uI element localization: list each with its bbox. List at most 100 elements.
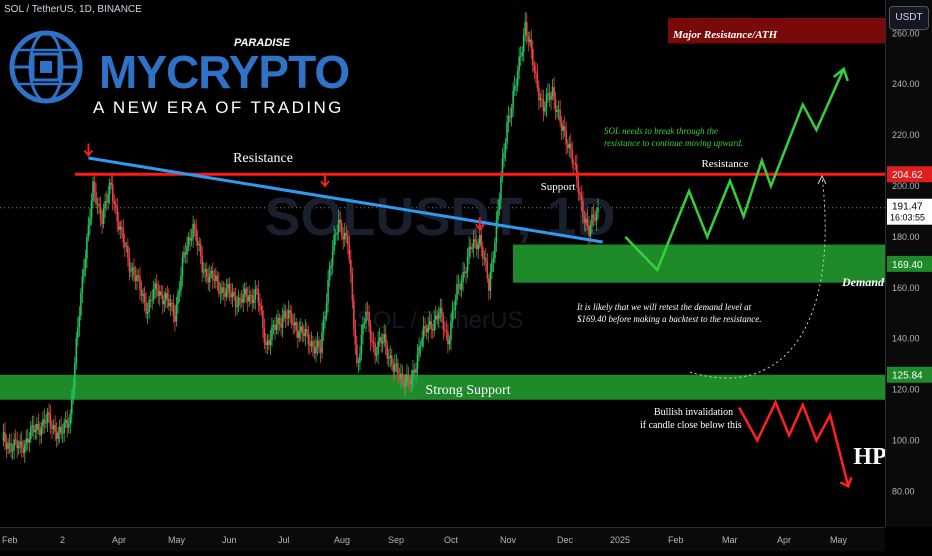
candle-body — [240, 299, 243, 303]
support-trendline — [88, 156, 603, 244]
candle-body — [516, 70, 519, 86]
candle — [274, 316, 276, 340]
candle — [348, 235, 351, 264]
candle-body — [409, 379, 411, 385]
candle — [492, 250, 495, 273]
candle-body — [562, 126, 564, 131]
candle-body — [345, 232, 348, 236]
candle — [124, 233, 126, 258]
candle — [351, 267, 354, 309]
candle-body — [371, 340, 373, 343]
symbol-title[interactable]: SOL / TetherUS, 1D, BINANCE — [4, 4, 142, 15]
price-tick-label: 220.00 — [892, 130, 920, 140]
candle — [415, 362, 417, 383]
candle-body — [372, 342, 375, 344]
time-tick-label: Sep — [388, 535, 404, 545]
candle — [168, 288, 170, 311]
candle — [290, 306, 293, 329]
candle — [480, 225, 483, 257]
candle-body — [178, 290, 181, 294]
candle — [90, 193, 93, 226]
candle — [324, 311, 326, 329]
candle-body — [359, 353, 361, 363]
candle-body — [477, 244, 480, 250]
candle — [98, 197, 100, 215]
candle-body — [374, 343, 376, 356]
candle — [57, 427, 59, 446]
candle-body — [102, 208, 105, 224]
candle-body — [286, 318, 288, 319]
candle — [245, 282, 247, 304]
candle-body — [380, 337, 382, 344]
candle-body — [51, 427, 53, 430]
signal-arrow-icon — [83, 143, 94, 157]
price-axis[interactable]: 260.00 240.00 220.00 200.00 180.00 160.00 140.… — [885, 0, 932, 527]
candle-body — [225, 288, 228, 297]
candle-body — [568, 143, 571, 148]
candle — [219, 282, 222, 304]
time-tick-label: 2025 — [610, 535, 630, 545]
candle — [357, 357, 360, 373]
candle-body — [354, 329, 357, 345]
candle-body — [550, 95, 552, 100]
candle-body — [5, 441, 8, 449]
candle-body — [425, 327, 428, 333]
candle — [34, 423, 37, 440]
countdown-tag: 16:03:55 — [890, 213, 925, 223]
currency-button[interactable]: USDT — [889, 6, 929, 30]
candle-body — [210, 270, 213, 274]
candle-body — [299, 326, 302, 332]
candle — [195, 218, 197, 247]
candle — [192, 215, 194, 248]
candle-body — [306, 329, 308, 333]
candle — [271, 317, 273, 347]
candle-body — [121, 226, 123, 230]
candle-body — [434, 315, 437, 320]
price-tick-label: 120.00 — [892, 385, 920, 395]
candle — [299, 318, 302, 342]
candle — [239, 292, 241, 310]
candle-body — [535, 71, 537, 74]
candle-body — [589, 225, 592, 236]
candle — [504, 138, 507, 162]
time-axis[interactable]: Feb 2 Apr May Jun Jul Aug Sep Oct Nov Dec 2025 Feb Ma… — [0, 527, 885, 551]
candle — [304, 319, 307, 347]
candle-body — [533, 65, 536, 72]
candle — [283, 303, 285, 322]
candle — [466, 248, 469, 279]
candle — [369, 319, 372, 351]
candle — [207, 267, 210, 291]
candle — [215, 267, 217, 289]
candle-body — [330, 265, 332, 268]
candle — [161, 285, 164, 314]
candle-body — [389, 355, 392, 358]
candle — [595, 207, 598, 231]
candle — [146, 303, 149, 324]
candle — [413, 363, 416, 377]
candle — [579, 187, 581, 200]
candle-body — [536, 73, 539, 88]
candle-body — [518, 56, 520, 71]
candle — [208, 265, 211, 292]
candle-body — [228, 284, 231, 294]
candle-body — [298, 331, 301, 338]
candle — [275, 314, 278, 335]
candle-body — [366, 311, 369, 313]
candle-body — [588, 225, 590, 236]
candle-body — [287, 310, 290, 319]
candle-body — [424, 326, 426, 328]
candle — [453, 302, 455, 320]
candle-body — [122, 229, 125, 243]
candle — [518, 47, 520, 80]
candle — [542, 89, 545, 122]
candle-body — [145, 301, 147, 314]
candle — [403, 374, 405, 396]
signal-arrow-icon — [475, 217, 485, 231]
candle — [354, 319, 357, 355]
candle — [506, 114, 508, 150]
candle — [501, 148, 504, 183]
candle-body — [545, 94, 548, 108]
candle — [163, 291, 166, 312]
demand-label: Demand — [841, 275, 885, 289]
